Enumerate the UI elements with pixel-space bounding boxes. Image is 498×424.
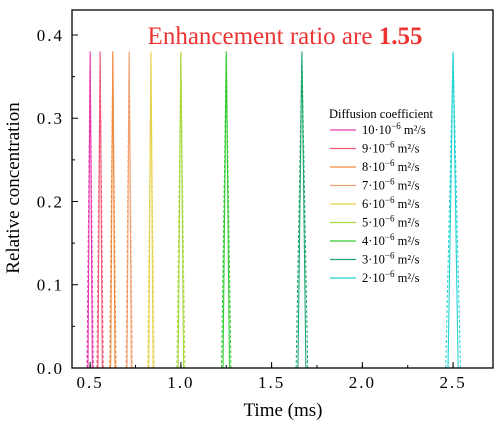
legend: Diffusion coefficient 10·10−6 m²/s 9·10−6… <box>329 107 434 285</box>
series-line <box>72 51 493 369</box>
y-tick-label: 0.1 <box>37 276 64 295</box>
series-dashed-line <box>86 51 94 369</box>
annotation-value: 1.55 <box>379 23 423 50</box>
x-tick-label: 1.0 <box>167 373 194 392</box>
legend-entry: 5·10−6 m²/s <box>362 214 420 230</box>
series-dashed-line <box>176 51 186 369</box>
series-dashed-line <box>147 51 155 369</box>
plot-frame <box>71 9 494 369</box>
annotation-prefix: Enhancement ratio are <box>148 23 379 50</box>
x-tick-label: 2.0 <box>349 373 376 392</box>
series-line <box>72 51 493 369</box>
series-dashed-line <box>221 51 232 369</box>
series-line <box>72 51 493 369</box>
axes: 0.5 1.0 1.5 2.0 2.5 0.0 0.1 0.2 0.3 0.4 <box>37 26 466 392</box>
legend-entry: 7·10−6 m²/s <box>362 177 420 193</box>
legend-entry: 4·10−6 m²/s <box>362 232 420 248</box>
series-line <box>72 51 493 369</box>
series-line <box>72 51 493 369</box>
y-tick-label: 0.2 <box>37 192 64 211</box>
series-line <box>72 51 493 369</box>
enhancement-annotation: Enhancement ratio are 1.55 <box>148 23 423 50</box>
legend-entry: 6·10−6 m²/s <box>362 195 420 211</box>
series-line <box>72 51 493 369</box>
legend-entry: 3·10−6 m²/s <box>362 251 420 267</box>
legend-entry: 8·10−6 m²/s <box>362 158 420 174</box>
plot-area <box>72 51 493 369</box>
legend-entry: 2·10−6 m²/s <box>362 269 420 285</box>
x-tick-label: 1.5 <box>258 373 285 392</box>
legend-entry: 10·10−6 m²/s <box>362 121 426 137</box>
y-tick-label: 0.4 <box>37 26 64 45</box>
series-dashed-line <box>295 51 309 369</box>
x-axis-label: Time (ms) <box>243 400 322 421</box>
y-tick-label: 0.0 <box>37 359 64 378</box>
x-tick-label: 0.5 <box>77 373 104 392</box>
x-tick-label: 2.5 <box>439 373 466 392</box>
series-line <box>72 51 493 369</box>
y-tick-label: 0.3 <box>37 109 64 128</box>
legend-entry: 9·10−6 m²/s <box>362 140 420 156</box>
series-dashed-line <box>109 51 117 369</box>
y-axis-label: Relative concentration <box>3 102 24 274</box>
series-line <box>72 51 493 369</box>
series-dashed-line <box>125 51 133 369</box>
series-dashed-line <box>445 51 461 369</box>
series-dashed-line <box>96 51 104 369</box>
legend-title: Diffusion coefficient <box>329 107 434 121</box>
